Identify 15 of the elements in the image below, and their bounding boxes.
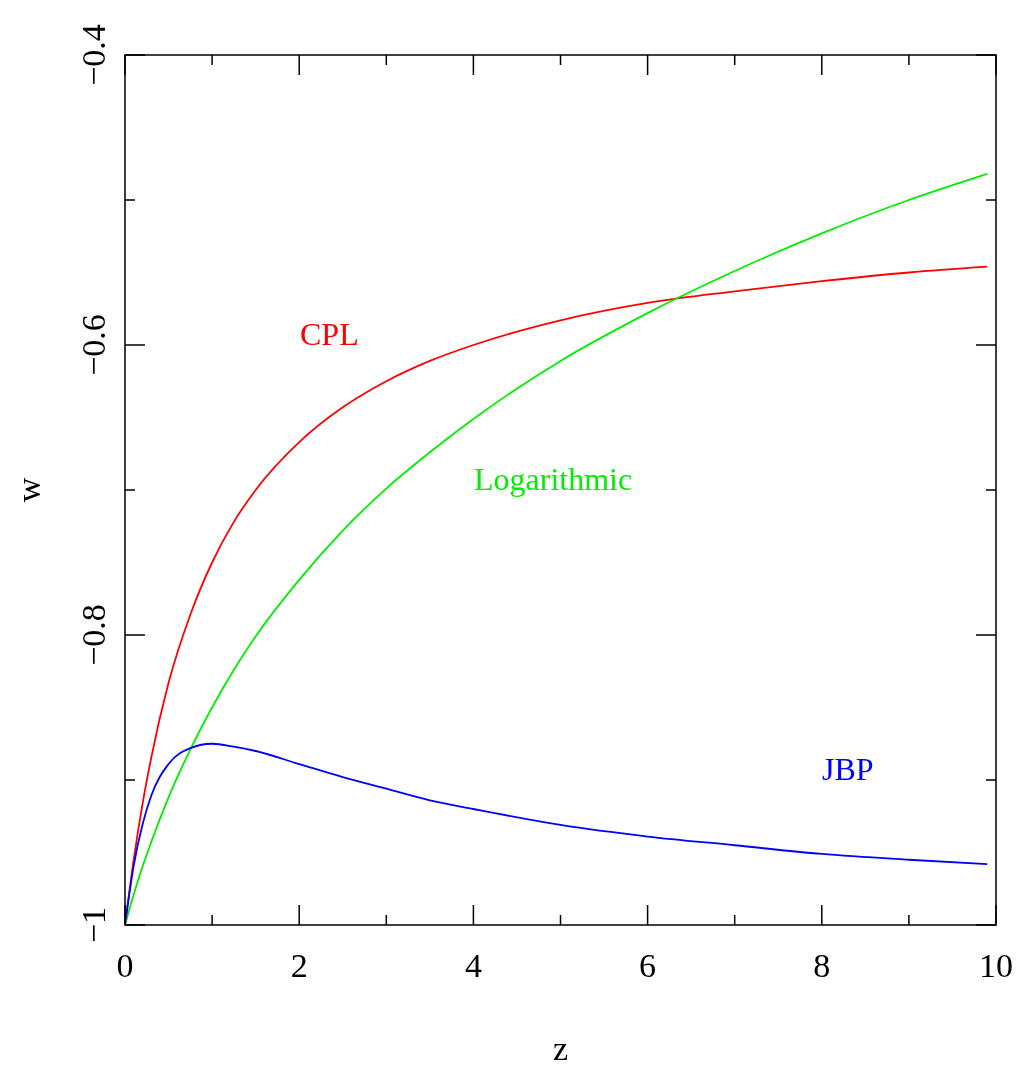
y-axis-title: w (10, 477, 47, 503)
y-tick-label: −0.4 (75, 24, 112, 86)
x-tick-label: 0 (116, 947, 134, 984)
x-tick-label: 4 (464, 947, 482, 984)
series-label: Logarithmic (474, 461, 633, 497)
y-tick-label: −0.8 (75, 604, 112, 666)
series-label: CPL (300, 316, 359, 352)
x-tick-label: 6 (639, 947, 657, 984)
x-axis-title: z (552, 1030, 569, 1067)
y-tick-label: −1 (75, 906, 112, 944)
text: JBP (822, 751, 874, 787)
y-tick-label: −0.6 (75, 314, 112, 376)
x-tick-label: 2 (290, 947, 308, 984)
x-tick-label: 8 (813, 947, 831, 984)
x-tick-label: 10 (979, 947, 1013, 984)
